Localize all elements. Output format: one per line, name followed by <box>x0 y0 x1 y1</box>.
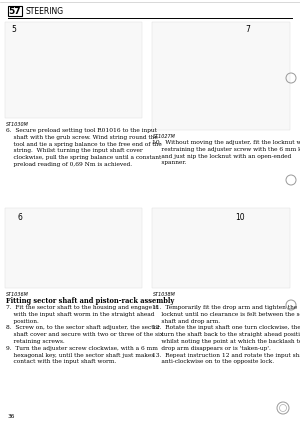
Text: 11.  Temporarily fit the drop arm and tighten the
     locknut until no clearanc: 11. Temporarily fit the drop arm and tig… <box>152 305 300 364</box>
Text: ST1027M: ST1027M <box>153 134 176 139</box>
Text: 10: 10 <box>235 214 245 223</box>
Text: 10.  Without moving the adjuster, fit the locknut whilst
     restraining the ad: 10. Without moving the adjuster, fit the… <box>152 140 300 165</box>
Text: 7.  Fit the sector shaft to the housing and engage it
    with the input shaft w: 7. Fit the sector shaft to the housing a… <box>6 305 163 364</box>
Text: 6: 6 <box>18 214 22 223</box>
Bar <box>5 208 142 288</box>
Text: 7: 7 <box>246 25 250 34</box>
Text: ST1038M: ST1038M <box>153 292 176 297</box>
Text: Fitting sector shaft and piston-rack assembly: Fitting sector shaft and piston-rack ass… <box>6 297 174 305</box>
Text: STEERING: STEERING <box>26 7 64 16</box>
Bar <box>5 22 142 118</box>
Text: 57: 57 <box>9 7 21 16</box>
Text: 5: 5 <box>12 25 16 34</box>
FancyBboxPatch shape <box>8 6 22 16</box>
Text: 36: 36 <box>8 414 15 419</box>
Bar <box>152 22 290 130</box>
Text: ST1036M: ST1036M <box>6 292 29 297</box>
Text: ST1030M: ST1030M <box>6 122 29 127</box>
Bar <box>152 208 290 288</box>
Text: 6.  Secure preload setting tool R01016 to the input
    shaft with the grub scre: 6. Secure preload setting tool R01016 to… <box>6 128 162 167</box>
